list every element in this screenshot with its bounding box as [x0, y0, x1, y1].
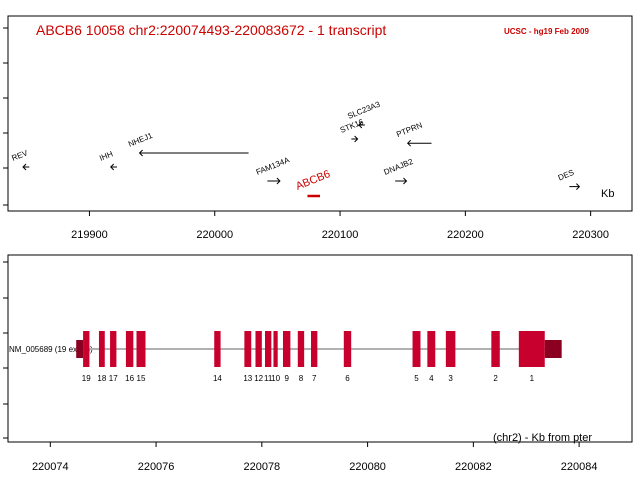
bottom-x-axis: 220074 220076 220078 220080 220082 220084: [32, 442, 598, 473]
transcript-label: NM_005689 (19 exons): [9, 345, 93, 354]
exon-label: 6: [345, 374, 350, 383]
exon-11: [265, 331, 272, 367]
exon-label: 7: [312, 374, 317, 383]
exon-label: 12: [254, 374, 263, 383]
strand-arrow: [138, 149, 143, 157]
exon-label: 8: [299, 374, 304, 383]
gene-dnajb2: DNAJB2: [383, 157, 415, 185]
exon-label: 15: [137, 374, 146, 383]
top-x-tick-label: 220200: [447, 229, 484, 241]
gene-fam134a: FAM134A: [255, 155, 292, 185]
bottom-x-tick-label: 220074: [32, 461, 69, 473]
strand-arrow: [407, 139, 412, 147]
gene-label: REV: [10, 148, 29, 163]
transcript-structure-panel: (chr2) - Kb from pter 220074 220076 220078…: [3, 254, 633, 473]
exon-label: 18: [97, 374, 106, 383]
exon-label: 5: [414, 374, 419, 383]
gene-nhej1: NHEJ1: [127, 131, 249, 157]
top-panel-frame: [7, 15, 633, 212]
exon-label: 9: [284, 374, 289, 383]
bottom-panel-frame: [7, 254, 633, 443]
gene-abcb6: ABCB6: [294, 168, 332, 198]
gene-label: ABCB6: [294, 168, 332, 193]
exon-1: [518, 331, 545, 367]
exon-18: [98, 331, 105, 367]
exon-6: [343, 331, 352, 367]
gene-ihh: IHH: [98, 149, 118, 171]
strand-arrow: [110, 163, 115, 171]
gene-label: NHEJ1: [127, 131, 154, 149]
top-x-tick-label: 220300: [572, 229, 609, 241]
bottom-x-tick-label: 220076: [138, 461, 175, 473]
strand-arrow: [22, 163, 27, 171]
exon-16: [125, 331, 134, 367]
transcript: NM_005689 (19 exons)19 18 17 16 15 14 13 12 1110…: [9, 331, 562, 383]
gene-label: SLC23A3: [346, 99, 382, 120]
exon-label: 13: [243, 374, 252, 383]
gene-stk16: STK16: [339, 117, 365, 143]
top-y-ticks: [3, 27, 8, 206]
top-x-tick-label: 220100: [322, 229, 359, 241]
exon-7: [311, 331, 318, 367]
bottom-x-tick-label: 220078: [243, 461, 280, 473]
exon-19: [83, 331, 90, 367]
gene-label: FAM134A: [255, 155, 292, 177]
exon-5: [412, 331, 421, 367]
bottom-y-ticks: [3, 261, 8, 439]
strand-arrow: [354, 135, 359, 143]
bottom-x-tick-label: 220080: [349, 461, 386, 473]
gene-rev: REV: [10, 148, 30, 171]
exon-13: [244, 331, 252, 367]
strand-arrow: [358, 121, 363, 129]
utr-block: [544, 340, 562, 358]
gene-label: IHH: [98, 149, 114, 163]
strand-arrow: [403, 177, 408, 185]
exon-2: [491, 331, 500, 367]
exon-label: 4: [429, 374, 434, 383]
bottom-x-tick-label: 220082: [455, 461, 492, 473]
top-x-axis: 219900 220000 220100 220200 220300: [71, 211, 609, 241]
exon-label: 11: [264, 374, 273, 383]
exon-label: 1: [530, 374, 535, 383]
exon-label: 2: [493, 374, 498, 383]
source-label: UCSC - hg19 Feb 2009: [504, 27, 589, 36]
top-x-tick-label: 220000: [196, 229, 233, 241]
gene-label: DES: [557, 168, 576, 183]
exon-label: 16: [125, 374, 134, 383]
gene-des: DES: [557, 168, 581, 190]
exon-label: 10: [271, 374, 280, 383]
utr-block: [76, 340, 84, 358]
strand-arrow: [576, 183, 581, 190]
exon-label: 14: [213, 374, 222, 383]
exon-9: [282, 331, 291, 367]
exon-15: [136, 331, 146, 367]
bottom-x-axis-label: (chr2) - Kb from pter: [493, 432, 592, 444]
exon-8: [297, 331, 305, 367]
exon-10: [273, 331, 278, 367]
bottom-x-tick-label: 220084: [561, 461, 598, 473]
gene-ptprn: PTPRN: [395, 120, 432, 147]
exon-4: [427, 331, 436, 367]
exon-3: [445, 331, 456, 367]
gene-neighborhood-panel: ABCB6 10058 chr2:220074493-220083672 - 1…: [3, 15, 633, 241]
exon-14: [214, 331, 221, 367]
chart-title: ABCB6 10058 chr2:220074493-220083672 - 1…: [36, 22, 386, 38]
gene-label: PTPRN: [395, 120, 424, 139]
exon-17: [110, 331, 117, 367]
exon-label: 17: [109, 374, 118, 383]
strand-arrow: [276, 177, 281, 185]
gene-label: DNAJB2: [383, 157, 415, 177]
top-x-unit-label: Kb: [601, 188, 614, 200]
exon-label: 3: [448, 374, 453, 383]
exon-label: 19: [82, 374, 91, 383]
exon-12: [255, 331, 262, 367]
top-x-tick-label: 219900: [71, 229, 108, 241]
